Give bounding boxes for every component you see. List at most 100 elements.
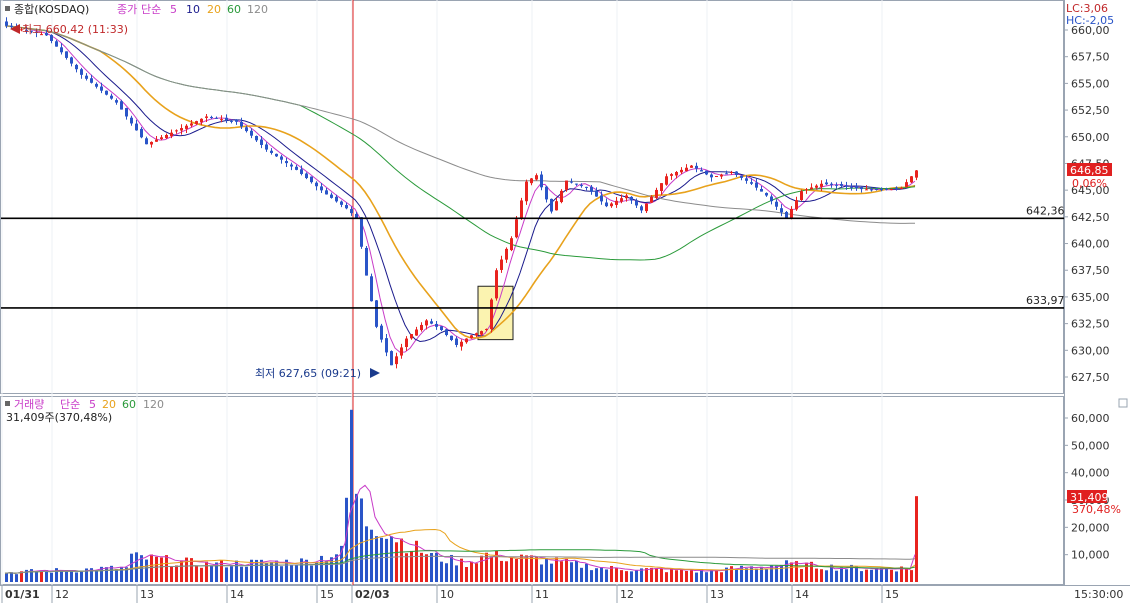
- volume-bar: [80, 571, 83, 582]
- candle-body: [110, 95, 113, 99]
- candle-body: [715, 176, 718, 178]
- volume-bar: [345, 497, 348, 582]
- volume-legend: 거래량 단순 5 20 60 120 31,409주(370,48%): [5, 398, 164, 424]
- candle-body: [490, 299, 493, 330]
- high-annotation: 최고 660,42 (11:33): [10, 23, 128, 36]
- candle-body: [625, 195, 628, 199]
- candle-body: [900, 188, 903, 190]
- candle-body: [575, 183, 578, 185]
- candle-body: [95, 83, 98, 87]
- candle-body: [810, 187, 813, 190]
- volume-bar: [450, 554, 453, 582]
- volume-bar: [195, 565, 198, 582]
- price-tick-label: 635,00: [1071, 291, 1110, 304]
- volume-bar: [585, 563, 588, 582]
- price-tick-label: 660,00: [1071, 24, 1110, 37]
- volume-bar: [210, 566, 213, 582]
- candle-body: [280, 156, 283, 160]
- candle-body: [300, 169, 303, 174]
- volume-bar: [765, 568, 768, 582]
- volume-bar: [115, 569, 118, 582]
- price-legend: 종합(KOSDAQ) 종가 단순 5 10 20 60 120: [5, 3, 268, 16]
- candle-body: [210, 116, 213, 118]
- volume-bar: [650, 567, 653, 582]
- volume-bar: [165, 555, 168, 582]
- volume-bar: [10, 572, 13, 582]
- volume-bar: [315, 562, 318, 582]
- candle-body: [220, 119, 223, 121]
- legend-ma120: 120: [247, 3, 268, 16]
- candle-body: [600, 195, 603, 202]
- volume-bar: [400, 538, 403, 582]
- volume-bar: [900, 566, 903, 582]
- price-tick-label: 645,00: [1071, 184, 1110, 197]
- volume-current: 31,409주(370,48%): [6, 411, 112, 424]
- volume-bar: [635, 570, 638, 582]
- candle-body: [760, 188, 763, 192]
- time-tick-label: 14: [795, 588, 809, 601]
- candle-body: [425, 320, 428, 326]
- volume-bar: [25, 569, 28, 582]
- candle-body: [235, 119, 238, 122]
- volume-bar: [445, 563, 448, 582]
- candle-body: [50, 35, 53, 41]
- volume-bar: [75, 572, 78, 582]
- candle-body: [495, 270, 498, 299]
- volume-bar: [280, 566, 283, 582]
- volume-ma5: 5: [89, 398, 96, 411]
- candle-body: [330, 194, 333, 198]
- candle-body: [465, 338, 468, 343]
- time-tick-label: 01/31: [5, 588, 40, 601]
- candle-body: [485, 328, 488, 330]
- volume-bar: [185, 557, 188, 582]
- support-line-label: 642,36: [1026, 204, 1065, 217]
- volume-tick-label: 60,000: [1071, 412, 1110, 425]
- candle-body: [480, 331, 483, 335]
- volume-bar: [725, 567, 728, 582]
- candle-body: [560, 190, 563, 203]
- candle-body: [350, 209, 353, 214]
- candle-body: [55, 41, 58, 47]
- ma20-line: [4, 24, 916, 339]
- candle-body: [20, 29, 23, 31]
- candle-body: [385, 338, 388, 353]
- volume-bar: [120, 566, 123, 582]
- candle-body: [135, 123, 138, 131]
- candle-body: [360, 217, 363, 247]
- volume-scroll-handle[interactable]: [1118, 398, 1128, 408]
- volume-bar: [705, 572, 708, 582]
- volume-bar: [580, 567, 583, 582]
- candle-body: [60, 47, 63, 53]
- volume-bar: [830, 564, 833, 582]
- candle-body: [375, 300, 378, 327]
- candle-body: [170, 132, 173, 137]
- vol-ma120-line: [4, 555, 916, 574]
- candle-body: [130, 117, 133, 124]
- candle-body: [400, 347, 403, 356]
- volume-bar: [470, 561, 473, 582]
- volume-bar: [625, 571, 628, 582]
- candle-body: [710, 174, 713, 178]
- volume-bar: [70, 570, 73, 582]
- volume-bar: [895, 571, 898, 582]
- candle-body: [45, 32, 48, 36]
- volume-bar: [870, 569, 873, 582]
- candle-body: [665, 176, 668, 185]
- candle-body: [680, 169, 683, 173]
- candle-body: [225, 117, 228, 121]
- volume-bar: [90, 568, 93, 582]
- candle-body: [250, 130, 253, 136]
- volume-bar: [105, 567, 108, 582]
- left-arrow-icon: [10, 24, 20, 34]
- volume-bar: [180, 560, 183, 582]
- candle-body: [500, 259, 503, 270]
- candle-body: [230, 120, 233, 122]
- volume-bar: [815, 568, 818, 582]
- time-tick-label: 11: [535, 588, 549, 601]
- volume-bar: [235, 560, 238, 582]
- current-price: 646,85: [1070, 164, 1109, 177]
- volume-bar: [170, 566, 173, 582]
- candle-body: [740, 175, 743, 178]
